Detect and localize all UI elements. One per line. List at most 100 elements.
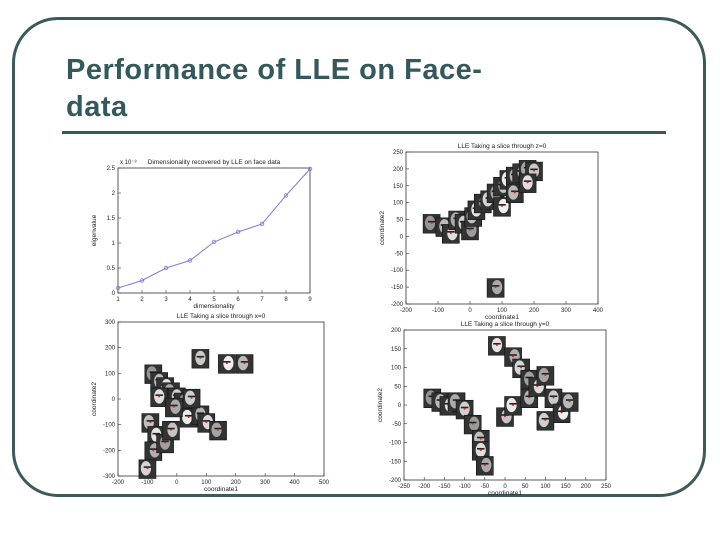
- face-thumbnail: [536, 366, 555, 386]
- x-tick-label: 200: [581, 484, 592, 490]
- data-point: [139, 278, 145, 283]
- face-thumbnail: [536, 411, 555, 431]
- x-tick-label: -100: [459, 484, 472, 490]
- x-tick-label: 8: [284, 297, 288, 303]
- x-tick-label: 250: [601, 484, 612, 490]
- plot-slice-y: LLE Taking a slice through y=0-250 -200 -1…: [377, 321, 612, 497]
- y-tick-label: 50: [394, 384, 401, 390]
- slide-frame: [12, 17, 706, 497]
- y-tick-label: -100: [389, 441, 402, 447]
- plot-title: LLE Taking a slice through x=0: [177, 313, 266, 320]
- x-tick-label: -100: [432, 308, 445, 314]
- x-tick-label: 200: [231, 480, 242, 486]
- data-point: [283, 193, 289, 198]
- data-point: [187, 258, 193, 263]
- face-thumbnail: [455, 399, 474, 420]
- x-tick-label: 500: [319, 480, 330, 486]
- x-tick-label: 5: [212, 297, 216, 303]
- face-thumbnail: [504, 396, 522, 416]
- x-tick-label: 200: [529, 308, 540, 314]
- face-thumbnail: [560, 392, 579, 412]
- x-tick-label: -150: [438, 484, 451, 490]
- face-thumbnail: [471, 441, 490, 461]
- x-tick-label: 0: [468, 308, 472, 314]
- x-tick-label: 400: [290, 480, 301, 486]
- y-tick-label: 200: [391, 328, 402, 334]
- x-tick-label: -250: [398, 484, 411, 490]
- y-tick-label: -150: [389, 459, 402, 465]
- data-point: [211, 239, 217, 245]
- face-thumbnail: [165, 397, 183, 418]
- plot-title: LLE Taking a slice through y=0: [461, 321, 550, 328]
- y-tick-label: 1: [112, 241, 116, 247]
- y-tick-label: 0.5: [107, 266, 116, 272]
- x-tick-label: 300: [260, 480, 271, 486]
- x-tick-label: 100: [201, 480, 212, 486]
- y-tick-label: 0: [400, 234, 404, 240]
- x-tick-label: -50: [480, 484, 489, 490]
- x-tick-label: 0: [503, 484, 507, 490]
- y-tick-label: 50: [396, 218, 403, 224]
- title-line-1: Performance of LLE on Face-: [66, 54, 483, 86]
- face-thumbnail: [476, 456, 494, 476]
- y-tick-label: 250: [393, 150, 404, 156]
- face-thumbnail: [138, 459, 157, 479]
- face-thumbnail: [209, 421, 227, 441]
- x-tick-label: 50: [522, 484, 529, 490]
- plot-title: LLE Taking a slice through z=0: [458, 143, 547, 150]
- face-thumbnail: [235, 354, 254, 374]
- face-thumbnail: [162, 421, 180, 441]
- data-point: [235, 229, 241, 235]
- y-tick-label: 1.5: [107, 216, 116, 222]
- x-tick-label: 3: [164, 297, 168, 303]
- slide-title: Performance of LLE on Face- data: [66, 52, 686, 126]
- face-thumbnail: [463, 414, 482, 435]
- face-thumbnail: [488, 336, 506, 356]
- y-axis-label: eigenvalue: [91, 214, 98, 246]
- y-tick-label: -200: [389, 478, 402, 484]
- y-axis-label: coordinate2: [379, 211, 386, 245]
- x-tick-label: 100: [497, 308, 508, 314]
- plot-slice-x: LLE Taking a slice through x=0 -200 -100 0 1…: [91, 313, 330, 493]
- y-axis-label: coordinate2: [377, 388, 384, 422]
- plot-eigenvalues: Dimensionality recovered by LLE on face …: [91, 159, 312, 310]
- plot-title: Dimensionality recovered by LLE on face …: [148, 159, 281, 166]
- y-tick-label: -100: [391, 268, 404, 274]
- y-tick-label: -50: [394, 251, 403, 257]
- x-tick-label: 4: [188, 297, 192, 303]
- face-thumbnail: [150, 387, 168, 407]
- x-tick-label: 1: [116, 297, 120, 303]
- y-tick-label: 100: [105, 371, 116, 377]
- y-tick-label: 100: [391, 366, 402, 372]
- x-tick-label: 0: [175, 480, 179, 486]
- data-point: [115, 285, 121, 291]
- y-tick-label: 150: [391, 347, 402, 353]
- y-tick-label: -300: [103, 474, 116, 480]
- series-line: [117, 168, 311, 289]
- plot-axes-box: [117, 167, 311, 294]
- y-tick-label: 2: [112, 191, 116, 197]
- x-axis-label: coordinate1: [488, 490, 522, 497]
- x-tick-label: 400: [593, 308, 604, 314]
- x-tick-label: -100: [141, 480, 154, 486]
- y-tick-label: 2.5: [107, 166, 116, 172]
- y-tick-label: 300: [105, 320, 116, 326]
- y-exponent-label: x 10⁻³: [120, 160, 137, 166]
- x-tick-label: -200: [418, 484, 431, 490]
- x-tick-label: 300: [561, 308, 572, 314]
- y-tick-label: -200: [391, 302, 404, 308]
- x-tick-label: -200: [112, 480, 125, 486]
- x-tick-label: 100: [540, 484, 551, 490]
- y-tick-label: -150: [391, 285, 404, 291]
- y-tick-label: -100: [103, 423, 116, 429]
- x-tick-label: 9: [308, 297, 312, 303]
- face-thumbnail: [486, 278, 505, 298]
- data-point: [163, 265, 169, 271]
- x-axis-label: coordinate1: [485, 314, 519, 321]
- y-tick-label: -50: [392, 422, 401, 428]
- y-tick-label: 100: [393, 201, 404, 207]
- y-tick-label: 0: [398, 403, 402, 409]
- y-tick-label: 0: [112, 397, 116, 403]
- title-line-2: data: [66, 91, 128, 123]
- y-axis-label: coordinate2: [91, 382, 98, 416]
